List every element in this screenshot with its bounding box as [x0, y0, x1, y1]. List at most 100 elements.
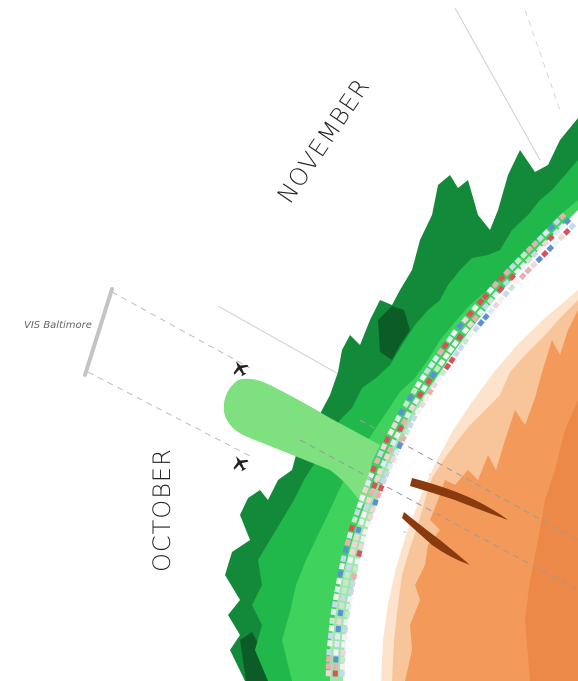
heatmap-cell	[402, 400, 411, 408]
heatmap-cell	[396, 441, 404, 450]
heatmap-cell	[353, 508, 361, 516]
event-bracket	[83, 287, 114, 377]
heatmap-cell	[345, 564, 352, 572]
heatmap-cell	[334, 633, 341, 640]
heatmap-cell	[487, 307, 495, 315]
heatmap-cell	[336, 618, 342, 625]
heatmap-cell	[471, 314, 480, 323]
heatmap-cell	[507, 283, 516, 292]
heatmap-cell	[425, 377, 433, 386]
heatmap-cell	[491, 290, 500, 299]
heatmap-cell	[347, 556, 354, 564]
heatmap-cell	[377, 484, 385, 492]
heatmap-cell	[353, 533, 360, 541]
heatmap-cell	[387, 428, 395, 436]
heatmap-cell	[397, 408, 406, 416]
heatmap-cell	[332, 663, 339, 670]
heatmap-cell	[502, 289, 510, 298]
heatmap-cell	[344, 610, 351, 618]
heatmap-cell	[547, 234, 555, 242]
heatmap-cell	[456, 333, 464, 342]
heatmap-cell	[562, 227, 571, 236]
heatmap-cell	[419, 373, 427, 382]
heatmap-cell	[338, 562, 345, 570]
heatmap-cell	[467, 330, 475, 339]
heatmap-cell	[362, 503, 370, 512]
heatmap-cell	[552, 228, 561, 237]
heatmap-cell	[360, 535, 367, 543]
heatmap-cell	[341, 633, 348, 641]
heatmap-cell	[343, 618, 349, 626]
heatmap-cell	[414, 380, 423, 389]
heatmap-cell	[437, 358, 446, 367]
heatmap-cell	[368, 488, 376, 497]
heatmap-cell	[461, 337, 470, 346]
heatmap-cell	[520, 251, 528, 259]
heatmap-cell	[492, 301, 500, 310]
heatmap-cell	[335, 577, 342, 585]
heatmap-cell	[400, 417, 408, 426]
airplane-icon	[233, 456, 249, 472]
heatmap-cell	[390, 421, 399, 430]
heatmap-cell	[435, 375, 443, 383]
heatmap-cell	[426, 387, 434, 396]
heatmap-cell	[514, 256, 522, 265]
heatmap-cell	[386, 462, 394, 471]
heatmap-cell	[367, 472, 375, 480]
heatmap-cell	[392, 448, 401, 457]
heatmap-cell	[553, 218, 561, 226]
inner-layer-dark	[402, 512, 470, 565]
heatmap-cell	[525, 245, 534, 254]
heatmap-cell	[430, 381, 439, 390]
heatmap-cell	[551, 238, 560, 247]
heatmap-ring	[325, 212, 577, 677]
heatmap-cell	[406, 393, 415, 402]
heatmap-cell	[335, 625, 342, 633]
heatmap-cell	[326, 649, 332, 656]
heatmap-cell	[376, 467, 384, 476]
heatmap-cell	[337, 609, 344, 617]
heatmap-cell	[531, 240, 539, 248]
heatmap-cell	[422, 394, 430, 403]
heatmap-cell	[337, 570, 344, 578]
heatmap-cell	[546, 244, 555, 253]
heatmap-cell	[326, 656, 332, 663]
heatmap-cell	[329, 617, 335, 625]
trip-sector-line	[359, 419, 578, 541]
heatmap-cell	[389, 438, 397, 447]
heatmap-cell	[519, 261, 528, 270]
heatmap-cell	[486, 296, 495, 305]
heatmap-cell	[525, 256, 533, 264]
heatmap-cell	[361, 486, 369, 494]
heatmap-cell	[427, 361, 436, 369]
heatmap-cell	[364, 520, 372, 528]
heatmap-cell	[365, 496, 373, 504]
month-divider-line	[454, 7, 541, 161]
heatmap-cell	[374, 491, 382, 499]
trip-band	[223, 378, 380, 505]
heatmap-cell	[325, 663, 332, 670]
heatmap-cell	[410, 414, 418, 423]
heatmap-cell	[536, 245, 544, 253]
heatmap-cell	[340, 649, 346, 656]
heatmap-cell	[367, 513, 374, 521]
heatmap-cell	[383, 435, 391, 444]
heatmap-cell	[558, 223, 566, 231]
heatmap-cell	[393, 431, 401, 440]
heatmap-cell	[349, 580, 356, 588]
heatmap-cell	[524, 266, 533, 275]
airplane-icon	[233, 361, 249, 377]
ring-base	[343, 210, 578, 681]
heatmap-cell	[436, 348, 445, 356]
heatmap-cell	[456, 321, 464, 330]
heatmap-cell	[373, 456, 381, 465]
heatmap-cell	[355, 526, 362, 534]
heatmap-cell	[530, 250, 539, 259]
heatmap-cell	[362, 528, 369, 536]
heatmap-cell	[357, 518, 365, 526]
heatmap-cell	[450, 329, 458, 337]
heatmap-cell	[360, 510, 368, 519]
heatmap-cell	[370, 465, 377, 473]
heatmap-cell	[351, 572, 358, 580]
heatmap-cell	[356, 501, 364, 509]
